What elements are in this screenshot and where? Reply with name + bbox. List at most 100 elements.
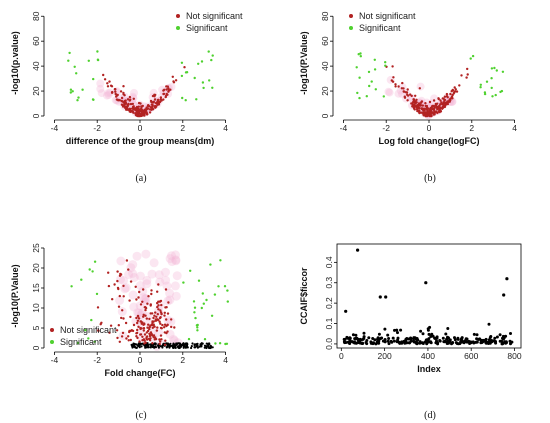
data-point xyxy=(117,324,121,327)
data-point xyxy=(156,326,159,329)
significant-point xyxy=(374,88,377,91)
data-point xyxy=(369,341,373,345)
data-point xyxy=(118,340,122,343)
baseline-point xyxy=(205,345,208,348)
significant-point xyxy=(205,298,208,302)
x-tick-label: 2 xyxy=(469,123,474,133)
data-point xyxy=(128,110,131,113)
data-point xyxy=(159,309,162,312)
data-point xyxy=(377,339,381,343)
data-point xyxy=(445,102,448,106)
data-point xyxy=(102,73,105,77)
x-tick-label: 0 xyxy=(427,123,432,133)
halo-point xyxy=(169,334,178,344)
baseline-point xyxy=(195,345,198,348)
data-point xyxy=(135,316,138,320)
data-point xyxy=(148,327,151,331)
data-point xyxy=(156,313,159,316)
data-point xyxy=(142,313,145,316)
halo-point xyxy=(96,84,105,93)
data-point xyxy=(418,341,422,345)
data-point xyxy=(164,288,168,291)
y-tick-label: 40 xyxy=(320,61,330,71)
data-point xyxy=(414,101,417,105)
halo-point xyxy=(96,79,105,88)
data-point xyxy=(116,279,119,283)
data-point xyxy=(498,333,502,337)
significant-point xyxy=(96,50,99,53)
data-point xyxy=(135,335,138,338)
data-point xyxy=(406,93,409,96)
data-point xyxy=(158,300,162,303)
data-point xyxy=(148,317,151,321)
significant-point xyxy=(501,70,505,74)
data-point xyxy=(146,329,150,333)
significant-point xyxy=(67,59,70,62)
data-point xyxy=(374,342,378,346)
data-point xyxy=(419,329,423,333)
data-point xyxy=(116,270,119,273)
data-point xyxy=(433,113,436,116)
data-point xyxy=(460,336,464,340)
data-point xyxy=(149,304,152,307)
data-point xyxy=(137,114,140,118)
significant-point xyxy=(68,51,71,55)
data-point xyxy=(404,339,408,343)
data-point xyxy=(344,341,348,344)
data-point xyxy=(442,105,445,109)
baseline-point xyxy=(135,346,138,349)
y-tick-label: 80 xyxy=(320,11,330,21)
data-point xyxy=(365,342,369,346)
significant-point xyxy=(90,318,93,322)
data-point xyxy=(166,330,169,333)
data-point xyxy=(154,311,157,314)
halo-point xyxy=(149,258,159,268)
data-point xyxy=(465,340,469,344)
significant-point xyxy=(471,54,475,58)
data-point xyxy=(157,283,160,286)
data-point xyxy=(427,107,430,110)
halo-point xyxy=(128,260,138,270)
data-point xyxy=(437,97,440,101)
significant-point xyxy=(202,302,205,305)
legend-marker xyxy=(50,328,54,332)
baseline-point xyxy=(172,342,175,345)
data-point xyxy=(475,333,479,337)
data-point xyxy=(493,336,497,340)
significant-point xyxy=(180,61,184,64)
data-point xyxy=(139,320,142,323)
data-point xyxy=(163,314,166,317)
baseline-point xyxy=(130,343,133,346)
halo-point xyxy=(119,276,128,286)
data-point xyxy=(447,336,450,340)
legend-marker xyxy=(349,14,353,18)
data-point xyxy=(167,87,170,90)
significant-point xyxy=(196,329,199,332)
baseline-point xyxy=(140,345,143,348)
data-point xyxy=(142,329,145,332)
baseline-point xyxy=(161,346,164,349)
y-axis-label: -log10(p.value) xyxy=(10,31,20,95)
data-point xyxy=(395,340,399,344)
significant-point xyxy=(384,64,387,67)
data-point xyxy=(418,111,421,115)
y-tick-label: 15 xyxy=(31,283,41,293)
significant-point xyxy=(358,96,361,100)
data-point xyxy=(441,336,445,340)
data-point xyxy=(119,90,123,93)
baseline-point xyxy=(144,346,147,349)
significant-point xyxy=(76,341,80,345)
data-point xyxy=(495,335,499,339)
panel-d: 0 200 400 600 800 0.0 0.1 0.2 0.3 0.4 Index CCAIF$f… xyxy=(299,243,522,374)
data-point xyxy=(113,283,116,286)
data-point xyxy=(127,335,130,338)
data-point xyxy=(124,102,128,105)
significant-point xyxy=(207,50,210,53)
data-point xyxy=(106,85,110,88)
data-point xyxy=(122,284,125,288)
baseline-point xyxy=(167,343,171,346)
data-point xyxy=(117,305,121,308)
y-tick-label: 5 xyxy=(31,325,41,330)
halo-point xyxy=(167,257,177,267)
data-point xyxy=(156,103,159,107)
